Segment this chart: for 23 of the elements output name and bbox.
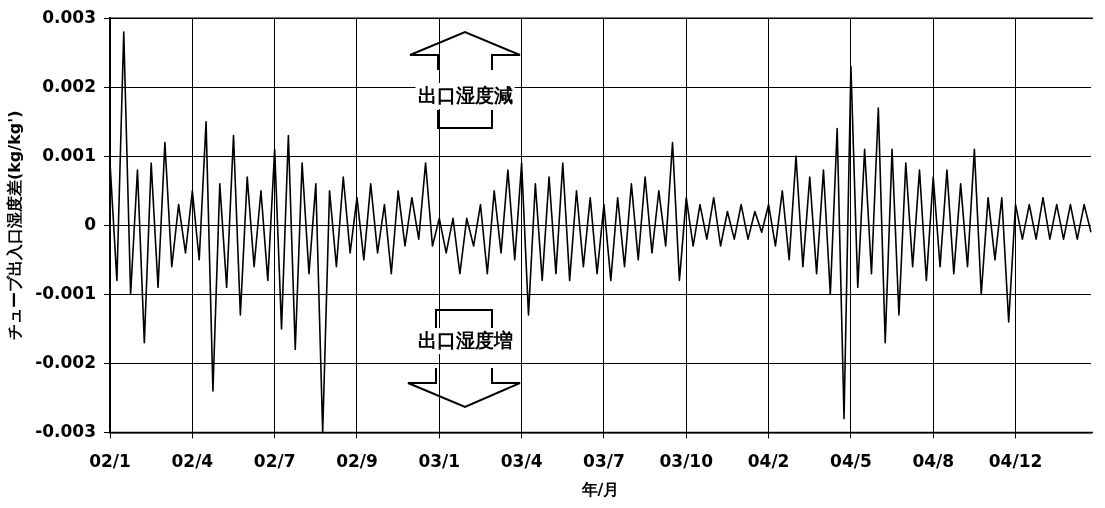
- x-tick-label: 02/7: [253, 451, 296, 472]
- x-tick-label: 04/5: [830, 451, 872, 472]
- x-tick-label: 03/7: [583, 451, 625, 472]
- annotation: 出口湿度増: [415, 328, 515, 354]
- x-tick-label: 02/1: [89, 451, 131, 472]
- y-axis-title: チューブ出入口湿度差(kg/kg'): [4, 110, 24, 341]
- annotation: 出口湿度減: [415, 83, 515, 109]
- x-tick-label: 02/4: [171, 451, 214, 472]
- x-tick-label: 04/8: [912, 451, 955, 472]
- y-tick-label: -0.001: [35, 282, 97, 303]
- x-axis-title: 年/月: [580, 479, 620, 499]
- x-tick-label: 03/1: [418, 451, 461, 472]
- y-tick-label: 0.003: [42, 6, 97, 27]
- x-tick-label: 03/10: [659, 451, 714, 472]
- y-tick-label: 0: [84, 213, 97, 234]
- x-tick-label: 04/2: [747, 451, 790, 472]
- y-tick-label: -0.003: [35, 420, 97, 441]
- x-tick-label: 04/12: [988, 451, 1043, 472]
- y-tick-label: 0.001: [42, 144, 97, 165]
- x-tick-label: 02/9: [336, 451, 378, 472]
- x-tick-label: 03/4: [500, 451, 543, 472]
- y-tick-label: -0.002: [35, 351, 97, 372]
- y-tick-label: 0.002: [42, 75, 97, 96]
